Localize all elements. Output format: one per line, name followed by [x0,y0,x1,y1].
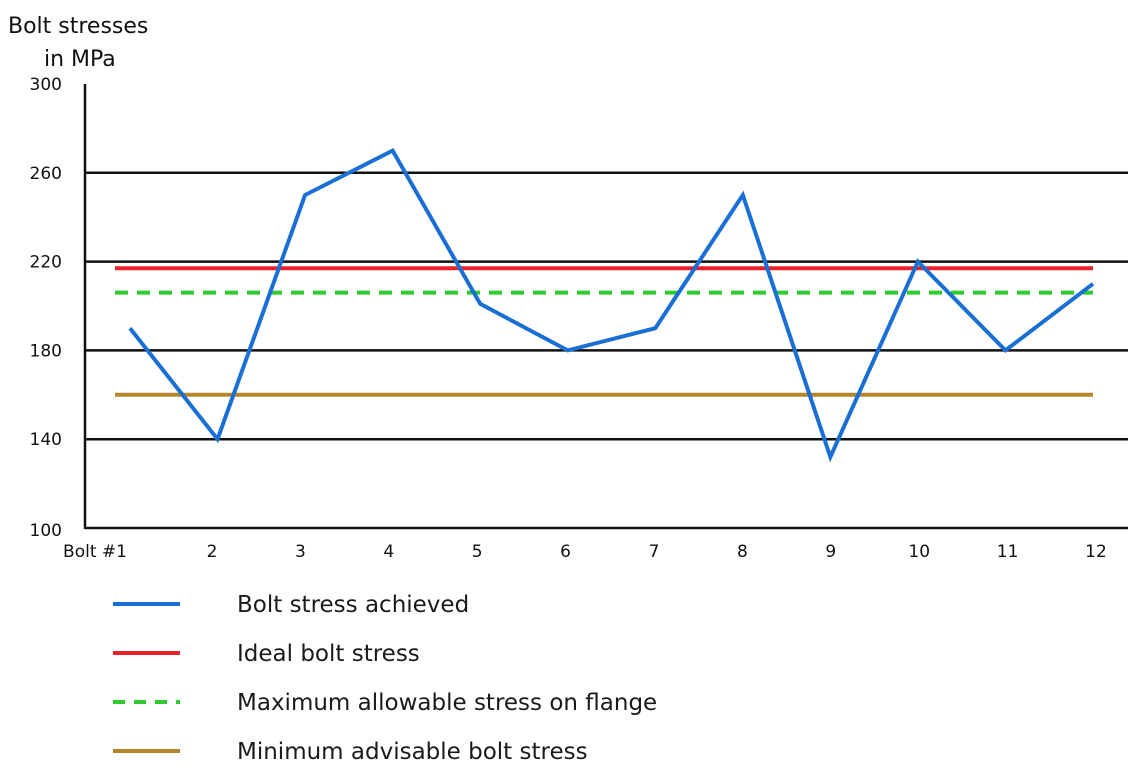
x-tick-label-5: 5 [472,542,483,562]
x-tick-label-11: 11 [997,542,1019,562]
x-tick-label-9: 9 [825,542,836,562]
x-tick-label-7: 7 [649,542,660,562]
legend-label-3: Maximum allowable stress on flange [237,690,657,716]
y-axis-title: Bolt stresses in MPa [8,14,148,72]
legend: Bolt stress achieved Ideal bolt stress Max… [113,592,657,765]
legend-label-4: Minimum advisable bolt stress [237,739,588,765]
x-tick-labels: Bolt #1 2 3 4 5 6 7 8 9 10 11 12 [63,542,1107,562]
y-tick-labels: 100 140 180 220 260 300 [30,75,62,541]
legend-label-2: Ideal bolt stress [237,641,420,667]
legend-label-1: Bolt stress achieved [237,592,469,618]
x-tick-label-12: 12 [1085,542,1107,562]
y-tick-label-300: 300 [30,75,62,95]
y-tick-label-180: 180 [30,341,62,361]
series-line-0 [128,147,1095,463]
x-tick-label-4: 4 [383,542,394,562]
y-tick-label-100: 100 [30,521,62,541]
x-tick-label-1: Bolt #1 [63,542,127,562]
x-tick-label-6: 6 [560,542,571,562]
x-tick-label-2: 2 [207,542,218,562]
axes [83,84,1128,530]
x-tick-label-10: 10 [908,542,930,562]
y-tick-label-260: 260 [30,164,62,184]
y-tick-label-140: 140 [30,430,62,450]
y-axis-title-line-1: Bolt stresses [8,14,148,39]
x-tick-label-8: 8 [737,542,748,562]
data-series [128,147,1095,463]
y-tick-label-220: 220 [30,253,62,273]
gridlines [85,171,1128,441]
reference-lines [115,266,1093,397]
y-axis-title-line-2: in MPa [44,47,116,72]
x-tick-label-3: 3 [295,542,306,562]
